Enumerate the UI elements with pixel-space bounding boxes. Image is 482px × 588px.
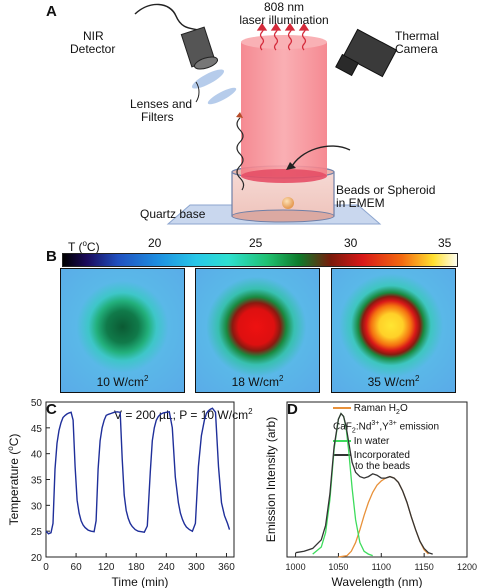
x-tick-label: 1000 — [286, 562, 306, 572]
y-tick-label: 45 — [31, 424, 43, 435]
nir-detector-icon — [134, 3, 219, 70]
colorbar-tick: 25 — [249, 236, 263, 250]
x-tick-label: 240 — [158, 562, 175, 573]
power-caption-3: 35 W/cm2 — [367, 374, 420, 389]
x-axis-label: Time (min) — [112, 575, 169, 588]
laser-wave-icon — [256, 22, 310, 51]
thermal-camera-icon — [335, 28, 398, 78]
quartz-label: Quartz base — [140, 207, 206, 221]
beads-label-2: in EMEM — [336, 196, 385, 210]
x-tick-label: 360 — [218, 562, 235, 573]
x-tick-label: 0 — [43, 562, 49, 573]
plot-frame — [286, 401, 468, 558]
laser-label-2: laser illumination — [239, 13, 329, 27]
power-caption-2: 18 W/cm2 — [231, 374, 284, 389]
plot-frame — [45, 401, 235, 558]
x-tick-label: 1050 — [328, 562, 348, 572]
colorbar-tick: 35 — [438, 236, 452, 250]
x-tick-label: 300 — [188, 562, 205, 573]
x-tick-label: 1200 — [457, 562, 477, 572]
nir-label-2: Detector — [70, 42, 116, 56]
y-axis-label: Emission Intensity (arb) — [264, 417, 278, 542]
emission-wave-icon — [236, 117, 245, 191]
x-tick-label: 60 — [71, 562, 83, 573]
thermal-label-2: Camera — [395, 42, 438, 56]
legend-raman: Raman H2O — [333, 403, 408, 416]
legend-emission-title: CaF2:Nd3+,Y3+ emission — [333, 420, 440, 435]
legend-in-water: In water — [333, 436, 389, 447]
y-tick-label: 30 — [31, 501, 43, 512]
emission-chart: 1000 1050 1100 1150 1200 Wavelength (nm) Emiss… — [264, 401, 477, 588]
beads-label-1: Beads or Spheroid — [336, 183, 436, 197]
legend-water-swatch — [333, 440, 351, 443]
arrow-icon — [290, 145, 351, 169]
panel-b-label: B — [46, 248, 57, 265]
spectrum-series-line — [295, 412, 433, 555]
legend-raman-swatch — [333, 407, 351, 410]
colorbar — [62, 253, 458, 267]
y-tick-label: 40 — [31, 450, 43, 461]
temperature-series-line — [45, 407, 231, 535]
thermal-image-2: 18 W/cm2 — [195, 268, 320, 393]
lenses-label-1: Lenses and — [130, 97, 193, 111]
thermal-label-1: Thermal — [395, 29, 440, 43]
temperature-chart: 20 25 30 35 40 45 50 0 60 120 180 240 300 360 Time (mi… — [6, 398, 235, 588]
thermal-image-3: 35 W/cm2 — [331, 268, 456, 393]
y-tick-label: 25 — [31, 527, 43, 538]
colorbar-title: T (oC) — [68, 239, 100, 254]
nir-label-1: NIR — [83, 29, 104, 43]
setup-schematic — [134, 3, 398, 225]
x-tick-label: 1150 — [414, 562, 433, 572]
lens-icon — [191, 69, 225, 89]
y-tick-label: 20 — [31, 553, 43, 564]
bead — [282, 197, 294, 209]
power-caption-1: 10 W/cm2 — [96, 374, 149, 389]
x-axis-label: Wavelength (nm) — [332, 575, 423, 588]
x-tick-label: 180 — [128, 562, 145, 573]
panel-c-label: C — [46, 401, 57, 418]
panel-a-label: A — [46, 3, 57, 20]
laser-label-1: 808 nm — [263, 0, 305, 14]
x-tick-label: 1100 — [372, 562, 391, 572]
lens-icon — [207, 87, 237, 105]
y-tick-label: 50 — [31, 398, 43, 409]
thermal-image-1: 10 W/cm2 — [60, 268, 185, 393]
lenses-label-2: Filters — [141, 110, 174, 124]
y-axis-label: Temperature (oC) — [6, 434, 21, 526]
colorbar-tick: 30 — [344, 236, 358, 250]
laser-beam — [241, 42, 327, 176]
colorbar-tick: 20 — [148, 236, 162, 250]
y-tick-label: 35 — [31, 476, 43, 487]
spectrum-series-line — [312, 412, 373, 557]
panel-d-label: D — [287, 401, 298, 418]
x-tick-label: 120 — [98, 562, 115, 573]
legend-beads: Incorporated to the beads — [333, 450, 410, 472]
legend-beads-swatch — [333, 454, 351, 457]
